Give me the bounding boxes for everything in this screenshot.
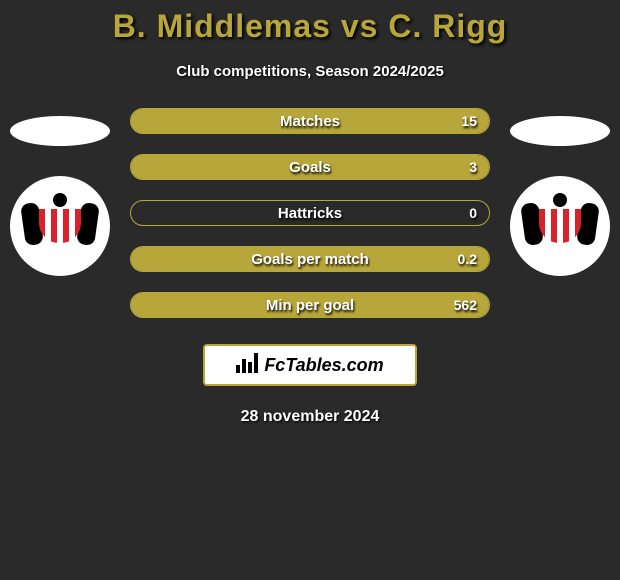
- subtitle: Club competitions, Season 2024/2025: [0, 63, 620, 80]
- brand-box[interactable]: FcTables.com: [203, 344, 417, 386]
- stat-value-right: 15: [461, 109, 477, 133]
- stat-label: Matches: [131, 109, 489, 133]
- stat-row: Goals per match0.2: [130, 246, 490, 272]
- stat-value-right: 562: [454, 293, 477, 317]
- player-left-block: [10, 116, 110, 276]
- stat-bar: Matches15: [130, 108, 490, 134]
- stat-value-right: 0: [469, 201, 477, 225]
- stat-label: Hattricks: [131, 201, 489, 225]
- stat-row: Min per goal562: [130, 292, 490, 318]
- stat-value-right: 3: [469, 155, 477, 179]
- date-text: 28 november 2024: [0, 408, 620, 426]
- avatar-left-placeholder: [10, 116, 110, 146]
- stat-bar: Goals per match0.2: [130, 246, 490, 272]
- stat-bar: Hattricks0: [130, 200, 490, 226]
- stat-label: Goals per match: [131, 247, 489, 271]
- stat-label: Min per goal: [131, 293, 489, 317]
- stat-row: Goals3: [130, 154, 490, 180]
- stat-value-right: 0.2: [458, 247, 477, 271]
- stat-row: Hattricks0: [130, 200, 490, 226]
- player-right-block: [510, 116, 610, 276]
- avatar-right-placeholder: [510, 116, 610, 146]
- club-crest-left: [10, 176, 110, 276]
- stat-row: Matches15: [130, 108, 490, 134]
- stat-bar: Min per goal562: [130, 292, 490, 318]
- brand-text: FcTables.com: [264, 355, 383, 376]
- page-title: B. Middlemas vs C. Rigg: [0, 0, 620, 45]
- stat-label: Goals: [131, 155, 489, 179]
- brand-bars-icon: [236, 353, 260, 378]
- stat-bar: Goals3: [130, 154, 490, 180]
- club-crest-right: [510, 176, 610, 276]
